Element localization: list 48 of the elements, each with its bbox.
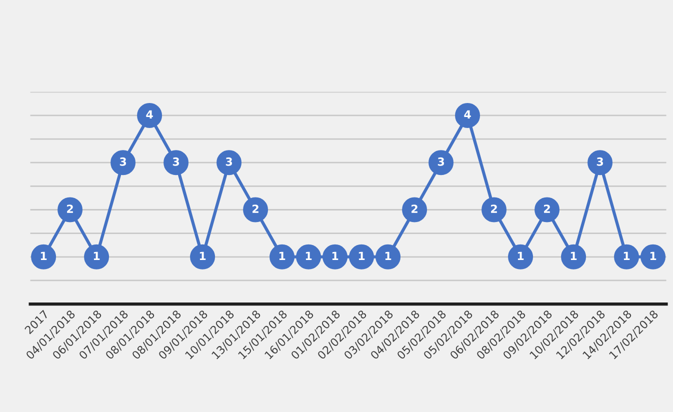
data-label: 3	[596, 157, 604, 166]
point	[84, 244, 110, 270]
point	[137, 102, 162, 128]
point	[349, 244, 374, 270]
data-label: 2	[544, 204, 550, 213]
data-label: 2	[67, 204, 73, 213]
data-label: 4	[464, 110, 471, 119]
data-label: 4	[146, 110, 153, 119]
data-label: 1	[94, 252, 100, 260]
data-label: 1	[358, 252, 365, 260]
data-label: 1	[624, 252, 630, 260]
point	[428, 150, 454, 176]
point	[31, 244, 56, 270]
data-label: 3	[120, 157, 126, 166]
point	[164, 150, 189, 176]
data-label: 1	[279, 252, 286, 260]
point	[270, 244, 295, 270]
point	[482, 197, 507, 222]
point	[640, 244, 666, 270]
data-label: 1	[385, 252, 392, 260]
point	[190, 244, 216, 270]
point	[534, 197, 560, 222]
point	[561, 244, 586, 270]
point	[402, 197, 428, 222]
point	[322, 244, 348, 270]
point	[376, 244, 401, 270]
data-label: 1	[200, 252, 206, 260]
data-label: 1	[40, 252, 47, 260]
data-label: 1	[518, 252, 524, 260]
point	[508, 244, 534, 270]
point	[110, 150, 136, 176]
data-label: 1	[306, 252, 312, 260]
point	[296, 244, 322, 270]
point	[455, 102, 480, 128]
data-label: 1	[650, 252, 656, 260]
data-label: 2	[252, 204, 258, 213]
data-label: 3	[226, 157, 232, 166]
data-label: 3	[438, 157, 444, 166]
point	[614, 244, 640, 270]
point	[216, 150, 242, 176]
data-label: 1	[570, 252, 577, 260]
point	[243, 197, 268, 222]
data-label: 1	[332, 252, 338, 260]
data-label: 3	[172, 157, 180, 166]
data-label: 2	[491, 204, 497, 213]
point	[58, 197, 83, 222]
point	[588, 150, 613, 176]
data-label: 2	[412, 204, 418, 213]
